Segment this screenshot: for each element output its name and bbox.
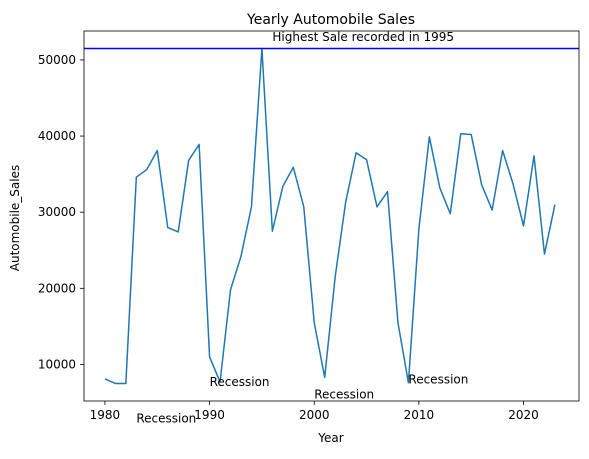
plot-frame	[83, 30, 580, 402]
data-point-1996	[270, 229, 275, 234]
recession-annotation-2: Recession	[314, 388, 374, 402]
data-point-1999	[301, 204, 306, 209]
data-point-1997	[280, 184, 285, 189]
data-point-2012	[437, 185, 442, 190]
data-point-2020	[521, 223, 526, 228]
chart-title: Yearly Automobile Sales	[246, 12, 415, 28]
y-tick-label-20000: 20000	[38, 281, 76, 295]
data-point-1984	[144, 167, 149, 172]
x-tick-label-1990: 1990	[194, 408, 225, 422]
data-point-1982	[123, 381, 128, 386]
data-point-2014	[458, 131, 463, 136]
recession-annotation-0: Recession	[136, 411, 196, 425]
data-point-2019	[511, 182, 516, 187]
data-point-2004	[354, 150, 359, 155]
series-line-0	[104, 47, 556, 385]
x-tick-label-1980: 1980	[90, 408, 121, 422]
x-axis-label: Year	[317, 431, 343, 445]
data-point-1985	[155, 148, 160, 153]
data-point-2021	[532, 153, 537, 158]
x-tick-label-2000: 2000	[299, 408, 330, 422]
data-point-1981	[113, 381, 118, 386]
plot-area: Highest Sale recorded in 1995 Recession Re…	[38, 30, 580, 425]
y-tick-label-30000: 30000	[38, 205, 76, 219]
data-point-1994	[249, 204, 254, 209]
data-point-1988	[186, 158, 191, 163]
data-point-1993	[238, 254, 243, 259]
data-point-2022	[542, 252, 547, 257]
data-point-1992	[228, 287, 233, 292]
data-point-1998	[291, 165, 296, 170]
data-point-1989	[197, 142, 202, 147]
data-point-2017	[490, 207, 495, 212]
data-point-2011	[427, 134, 432, 139]
data-point-2005	[364, 157, 369, 162]
data-point-2008	[395, 320, 400, 325]
data-point-2015	[469, 132, 474, 137]
y-tick-label-10000: 10000	[38, 357, 76, 371]
data-point-2003	[343, 200, 348, 205]
data-point-1980	[102, 376, 107, 381]
recession-annotation-3: Recession	[408, 372, 468, 386]
data-point-2013	[448, 211, 453, 216]
data-point-2000	[312, 320, 317, 325]
data-point-2023	[552, 202, 557, 207]
y-axis-label: Automobile_Sales	[8, 165, 22, 272]
x-tick-label-2010: 2010	[404, 408, 435, 422]
data-point-2006	[375, 204, 380, 209]
recession-annotation-1: Recession	[210, 375, 270, 389]
data-point-2016	[479, 182, 484, 187]
data-point-1986	[165, 225, 170, 230]
data-point-2018	[500, 148, 505, 153]
data-point-1990	[207, 354, 212, 359]
y-tick-label-50000: 50000	[38, 53, 76, 67]
data-point-1987	[176, 229, 181, 234]
data-point-2002	[333, 274, 338, 279]
x-tick-label-2020: 2020	[508, 408, 539, 422]
data-point-1983	[134, 175, 139, 180]
data-point-2010	[416, 226, 421, 231]
reference-line-label: Highest Sale recorded in 1995	[272, 30, 454, 44]
data-point-2007	[385, 189, 390, 194]
data-point-2001	[322, 375, 327, 380]
y-tick-label-40000: 40000	[38, 129, 76, 143]
